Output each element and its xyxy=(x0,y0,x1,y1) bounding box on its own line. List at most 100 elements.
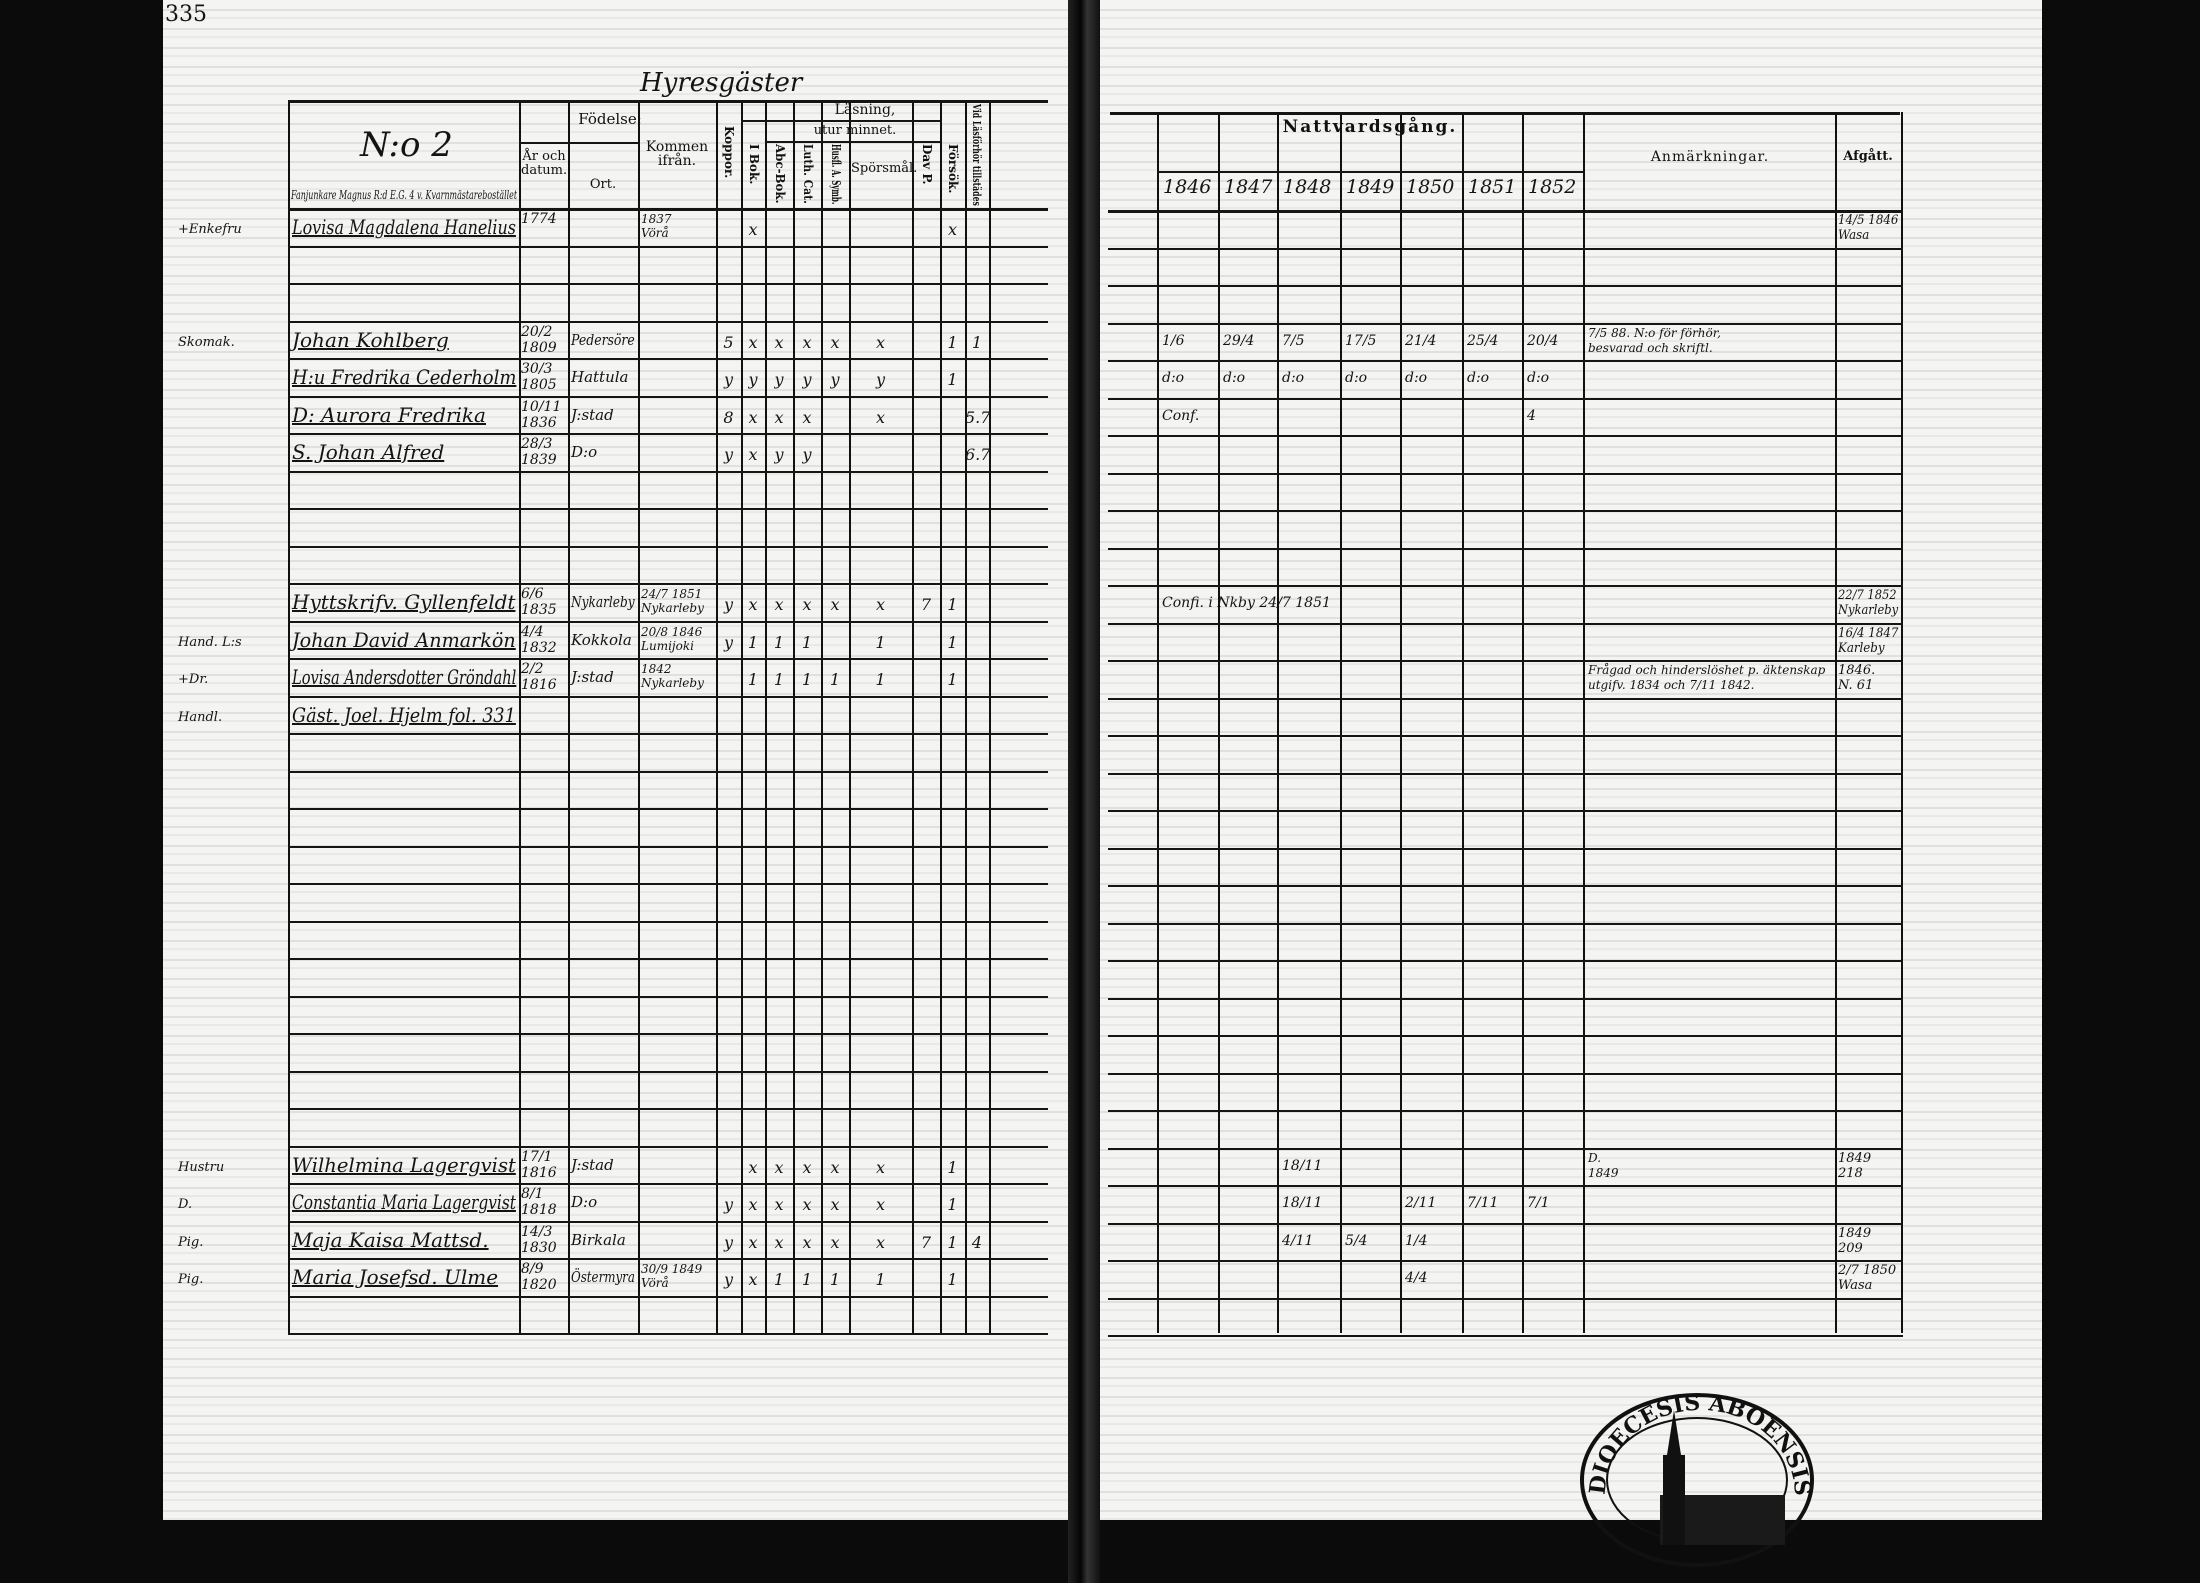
departure-entry: 1849 209 xyxy=(1838,1225,1872,1256)
column-rule xyxy=(1583,112,1585,1333)
column-rule xyxy=(1901,112,1903,1333)
reading-mark: 1 xyxy=(947,1270,958,1289)
right-page xyxy=(1100,0,2042,1520)
reading-mark: y xyxy=(723,632,734,652)
reading-mark: 5.7 xyxy=(965,407,991,427)
reading-mark: x xyxy=(774,1195,784,1214)
year-header-1847: 1847 xyxy=(1224,176,1273,198)
birth-date: 28/3 1839 xyxy=(521,436,557,468)
column-rule xyxy=(1277,112,1279,1333)
reading-mark: x xyxy=(830,1157,840,1177)
row-rule xyxy=(288,283,1048,285)
communion-entry: d:o xyxy=(1162,370,1185,386)
header-ar-och-datum: År och datum. xyxy=(521,149,568,178)
reading-mark: y xyxy=(748,370,758,389)
communion-entry: 1/6 xyxy=(1162,332,1185,349)
person-name: Hyttskrifv. Gyllenfeldt xyxy=(292,590,516,614)
column-rule xyxy=(849,100,851,1333)
reading-mark: y xyxy=(802,370,812,389)
column-rule xyxy=(989,100,991,1333)
reading-mark: 7 xyxy=(920,1232,932,1252)
communion-entry: 5/4 xyxy=(1345,1232,1368,1249)
reading-mark: 1 xyxy=(773,632,785,652)
communion-entry: d:o xyxy=(1223,370,1246,386)
header-i-bok: I Bok. xyxy=(747,144,761,185)
header-rule xyxy=(1157,171,1583,173)
departure-entry: 14/5 1846 Wasa xyxy=(1838,213,1899,243)
column-rule xyxy=(1462,112,1464,1333)
row-rule xyxy=(288,1145,1048,1148)
margin-note: Hand. L:s xyxy=(178,634,242,650)
reading-mark: x xyxy=(830,332,840,352)
reading-mark: x xyxy=(748,1195,758,1214)
header-nattvardsgang: Nattvardsgång. xyxy=(1282,117,1458,137)
reading-mark: 1 xyxy=(747,632,759,652)
communion-entry: d:o xyxy=(1345,370,1368,386)
row-rule xyxy=(1108,660,1903,662)
row-rule xyxy=(288,470,1048,473)
communion-entry: d:o xyxy=(1527,370,1550,386)
margin-note: Pig. xyxy=(178,1272,204,1287)
reading-mark: 1 xyxy=(829,1270,841,1289)
header-vid-lasforhor: Vid Läsförhör tillstädes xyxy=(970,104,983,206)
came-from: 20/8 1846 Lumijoki xyxy=(641,624,703,653)
row-rule xyxy=(288,1033,1048,1035)
header-utur-minnet: utur minnet. xyxy=(813,123,897,138)
birth-date: 8/1 1818 xyxy=(521,1186,557,1218)
person-name: Gäst. Joel. Hjelm fol. 331 xyxy=(292,702,516,727)
reading-mark: 7 xyxy=(920,595,932,614)
reading-mark: y xyxy=(875,370,886,389)
reading-mark: x xyxy=(875,1232,886,1252)
reading-mark: 1 xyxy=(801,632,813,652)
header-rule xyxy=(741,120,941,122)
header-husfl-symb: Husfl. A. Symb. xyxy=(829,144,843,205)
margin-note: Hustru xyxy=(178,1159,225,1175)
household-note: Fanjunkare Magnus R:d E.G. 4 v. Kvarnmäs… xyxy=(291,188,518,202)
reading-mark: x xyxy=(802,1195,812,1214)
person-name: Maja Kaisa Mattsd. xyxy=(292,1227,489,1252)
left-page xyxy=(163,0,1068,1520)
header-lasning: Läsning, xyxy=(834,102,896,118)
header-dav-p: Dav P. xyxy=(920,144,934,185)
birth-date: 2/2 1816 xyxy=(521,661,557,693)
row-rule xyxy=(288,883,1048,885)
margin-note: +Dr. xyxy=(178,672,209,687)
row-rule xyxy=(1108,1260,1903,1262)
row-rule xyxy=(1108,772,1903,775)
birth-place: Nykarleby xyxy=(571,593,635,611)
row-rule xyxy=(1108,247,1903,250)
reading-mark: x xyxy=(947,220,958,239)
row-rule xyxy=(288,920,1048,923)
reading-mark: x xyxy=(748,332,758,352)
year-header-1852: 1852 xyxy=(1528,176,1577,198)
reading-mark: y xyxy=(723,370,734,389)
header-top-rule xyxy=(1110,112,1900,115)
departure-entry: 22/7 1852 Nykarleby xyxy=(1838,588,1899,618)
row-rule xyxy=(288,1108,1048,1110)
row-rule xyxy=(1108,1185,1903,1187)
svg-text:DIOECESIS ABOENSIS: DIOECESIS ABOENSIS xyxy=(1585,1390,1816,1497)
row-rule xyxy=(288,995,1048,998)
year-header-1849: 1849 xyxy=(1346,176,1395,198)
reading-mark: x xyxy=(774,1232,784,1252)
column-rule xyxy=(568,100,570,1333)
person-name: S. Johan Alfred xyxy=(292,440,445,464)
reading-mark: 1 xyxy=(947,670,958,689)
birth-place: Östermyra xyxy=(571,1268,635,1286)
reading-mark: y xyxy=(830,370,840,389)
column-rule xyxy=(741,100,743,1333)
communion-entry: 4 xyxy=(1527,407,1536,424)
row-rule xyxy=(1108,810,1903,812)
departure-entry: 2/7 1850 Wasa xyxy=(1838,1263,1897,1293)
header-rule xyxy=(519,142,638,144)
birth-date: 8/9 1820 xyxy=(521,1261,557,1293)
communion-entry: d:o xyxy=(1282,370,1305,386)
reading-mark: 1 xyxy=(773,1270,785,1289)
column-rule xyxy=(1400,112,1402,1333)
reading-mark: y xyxy=(723,1232,734,1252)
row-rule xyxy=(288,433,1048,435)
reading-mark: 1 xyxy=(947,1195,958,1214)
reading-mark: x xyxy=(748,407,758,427)
reading-mark: y xyxy=(774,445,784,464)
reading-mark: 8 xyxy=(723,407,734,427)
